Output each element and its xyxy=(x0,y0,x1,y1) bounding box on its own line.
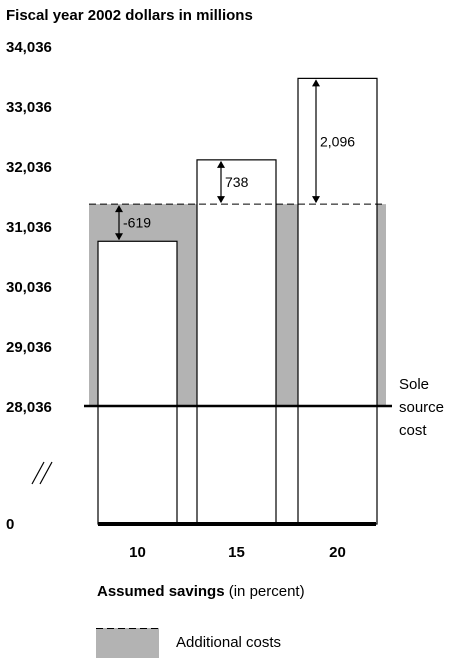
difference-label-10: -619 xyxy=(123,215,151,231)
y-tick-label: 31,036 xyxy=(6,219,52,236)
difference-label-20: 2,096 xyxy=(320,133,355,149)
bars xyxy=(97,77,378,525)
x-tick-label-15: 15 xyxy=(228,544,245,561)
x-axis-label: Assumed savings (in percent) xyxy=(97,583,305,600)
arrow-head xyxy=(115,233,123,241)
legend: Additional costs xyxy=(96,628,281,658)
bar-15 xyxy=(196,159,277,525)
difference-label-15: 738 xyxy=(225,174,249,190)
bar-20 xyxy=(297,77,378,525)
y-tick-label: 30,036 xyxy=(6,279,52,296)
y-tick-label: 33,036 xyxy=(6,99,52,116)
difference-annotations: -619 738 2,096 xyxy=(115,79,355,241)
lines xyxy=(84,203,392,526)
x-tick-label-20: 20 xyxy=(329,544,346,561)
baseline-label: Sole source cost xyxy=(399,376,448,439)
arrow-head xyxy=(217,160,225,168)
axis-break-mark xyxy=(31,461,53,485)
arrow-head xyxy=(312,79,320,87)
y-axis-ticks: 34,036 33,036 32,036 31,036 30,036 29,036 28,0… xyxy=(6,39,52,533)
x-axis-label-rest: (in percent) xyxy=(225,583,305,600)
chart-title: Fiscal year 2002 dollars in millions xyxy=(6,7,253,24)
x-axis-label-bold: Assumed savings xyxy=(97,583,225,600)
y-tick-label: 29,036 xyxy=(6,339,52,356)
x-tick-label-10: 10 xyxy=(129,544,146,561)
y-tick-label: 32,036 xyxy=(6,159,52,176)
legend-swatch xyxy=(96,628,159,658)
arrow-head xyxy=(312,196,320,204)
y-tick-label: 0 xyxy=(6,516,14,533)
y-tick-label: 28,036 xyxy=(6,399,52,416)
y-tick-label: 34,036 xyxy=(6,39,52,56)
bar-10 xyxy=(97,240,178,525)
x-axis-categories: 10 15 20 xyxy=(129,544,346,561)
arrow-head xyxy=(217,196,225,204)
arrow-head xyxy=(115,205,123,213)
legend-label: Additional costs xyxy=(176,634,281,651)
